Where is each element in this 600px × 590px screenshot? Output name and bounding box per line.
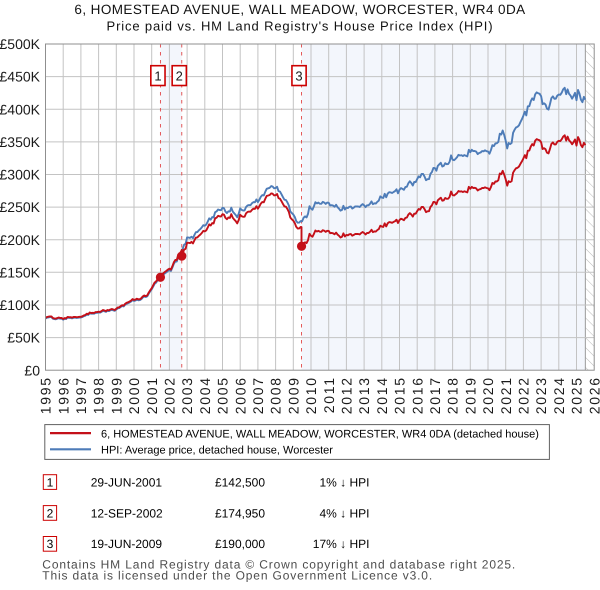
svg-text:2020: 2020 xyxy=(480,376,496,414)
svg-text:2017: 2017 xyxy=(427,376,443,414)
svg-text:2001: 2001 xyxy=(144,376,160,414)
svg-text:2014: 2014 xyxy=(374,376,390,414)
svg-text:2013: 2013 xyxy=(356,376,372,414)
svg-text:£0: £0 xyxy=(24,362,40,378)
svg-text:12-SEP-2002: 12-SEP-2002 xyxy=(91,506,163,520)
svg-text:6, HOMESTEAD AVENUE, WALL MEAD: 6, HOMESTEAD AVENUE, WALL MEADOW, WORCES… xyxy=(74,2,525,17)
svg-text:2025: 2025 xyxy=(569,376,585,414)
svg-text:3: 3 xyxy=(295,68,302,83)
svg-text:£50K: £50K xyxy=(7,330,40,346)
svg-text:£190,000: £190,000 xyxy=(215,537,265,551)
svg-text:2011: 2011 xyxy=(321,376,337,413)
svg-text:1: 1 xyxy=(154,68,161,83)
svg-text:£142,500: £142,500 xyxy=(215,475,265,489)
svg-text:£250K: £250K xyxy=(0,199,41,215)
svg-text:2006: 2006 xyxy=(232,376,248,414)
svg-text:HPI: Average price, detached h: HPI: Average price, detached house, Worc… xyxy=(101,445,333,457)
svg-text:£150K: £150K xyxy=(0,264,41,280)
svg-text:29-JUN-2001: 29-JUN-2001 xyxy=(91,475,163,489)
svg-text:1999: 1999 xyxy=(108,376,124,414)
svg-text:2019: 2019 xyxy=(462,376,478,414)
svg-text:2018: 2018 xyxy=(445,376,461,414)
svg-text:17% ↓ HPI: 17% ↓ HPI xyxy=(313,537,370,551)
svg-text:2002: 2002 xyxy=(162,376,178,414)
svg-text:£350K: £350K xyxy=(0,134,41,150)
svg-text:1995: 1995 xyxy=(38,376,54,414)
svg-text:1997: 1997 xyxy=(73,376,89,414)
svg-text:2015: 2015 xyxy=(392,376,408,414)
svg-text:2007: 2007 xyxy=(250,376,266,414)
svg-text:1998: 1998 xyxy=(91,376,107,414)
svg-text:Contains HM Land Registry data: Contains HM Land Registry data © Crown c… xyxy=(42,558,516,572)
svg-text:£300K: £300K xyxy=(0,167,41,183)
svg-text:2010: 2010 xyxy=(303,376,319,414)
svg-text:2004: 2004 xyxy=(197,376,213,414)
svg-text:2: 2 xyxy=(176,68,183,83)
svg-text:2016: 2016 xyxy=(409,376,425,414)
svg-text:2023: 2023 xyxy=(533,376,549,414)
svg-text:19-JUN-2009: 19-JUN-2009 xyxy=(91,537,163,551)
svg-text:3: 3 xyxy=(47,537,54,551)
svg-text:2008: 2008 xyxy=(268,376,284,414)
svg-text:1: 1 xyxy=(47,475,54,489)
svg-text:2: 2 xyxy=(47,506,54,520)
svg-text:2012: 2012 xyxy=(339,376,355,414)
svg-text:2026: 2026 xyxy=(586,376,600,414)
svg-text:Price paid vs. HM Land Registr: Price paid vs. HM Land Registry's House … xyxy=(107,19,494,34)
svg-text:1% ↓ HPI: 1% ↓ HPI xyxy=(319,475,369,489)
svg-text:2021: 2021 xyxy=(498,376,514,414)
svg-text:£400K: £400K xyxy=(0,101,41,117)
svg-text:2005: 2005 xyxy=(215,376,231,414)
svg-text:2024: 2024 xyxy=(551,376,567,414)
svg-text:£174,950: £174,950 xyxy=(215,506,265,520)
svg-text:2003: 2003 xyxy=(179,376,195,414)
svg-text:£450K: £450K xyxy=(0,69,41,85)
svg-text:4% ↓ HPI: 4% ↓ HPI xyxy=(319,506,369,520)
svg-text:6, HOMESTEAD AVENUE, WALL MEAD: 6, HOMESTEAD AVENUE, WALL MEADOW, WORCES… xyxy=(101,428,539,440)
svg-text:2009: 2009 xyxy=(285,376,301,414)
svg-text:2022: 2022 xyxy=(516,376,532,414)
svg-text:£100K: £100K xyxy=(0,297,41,313)
svg-text:£200K: £200K xyxy=(0,232,41,248)
svg-text:This data is licensed under th: This data is licensed under the Open Gov… xyxy=(42,568,433,582)
svg-text:£500K: £500K xyxy=(0,36,41,52)
svg-text:2000: 2000 xyxy=(126,376,142,414)
svg-text:1996: 1996 xyxy=(55,376,71,414)
